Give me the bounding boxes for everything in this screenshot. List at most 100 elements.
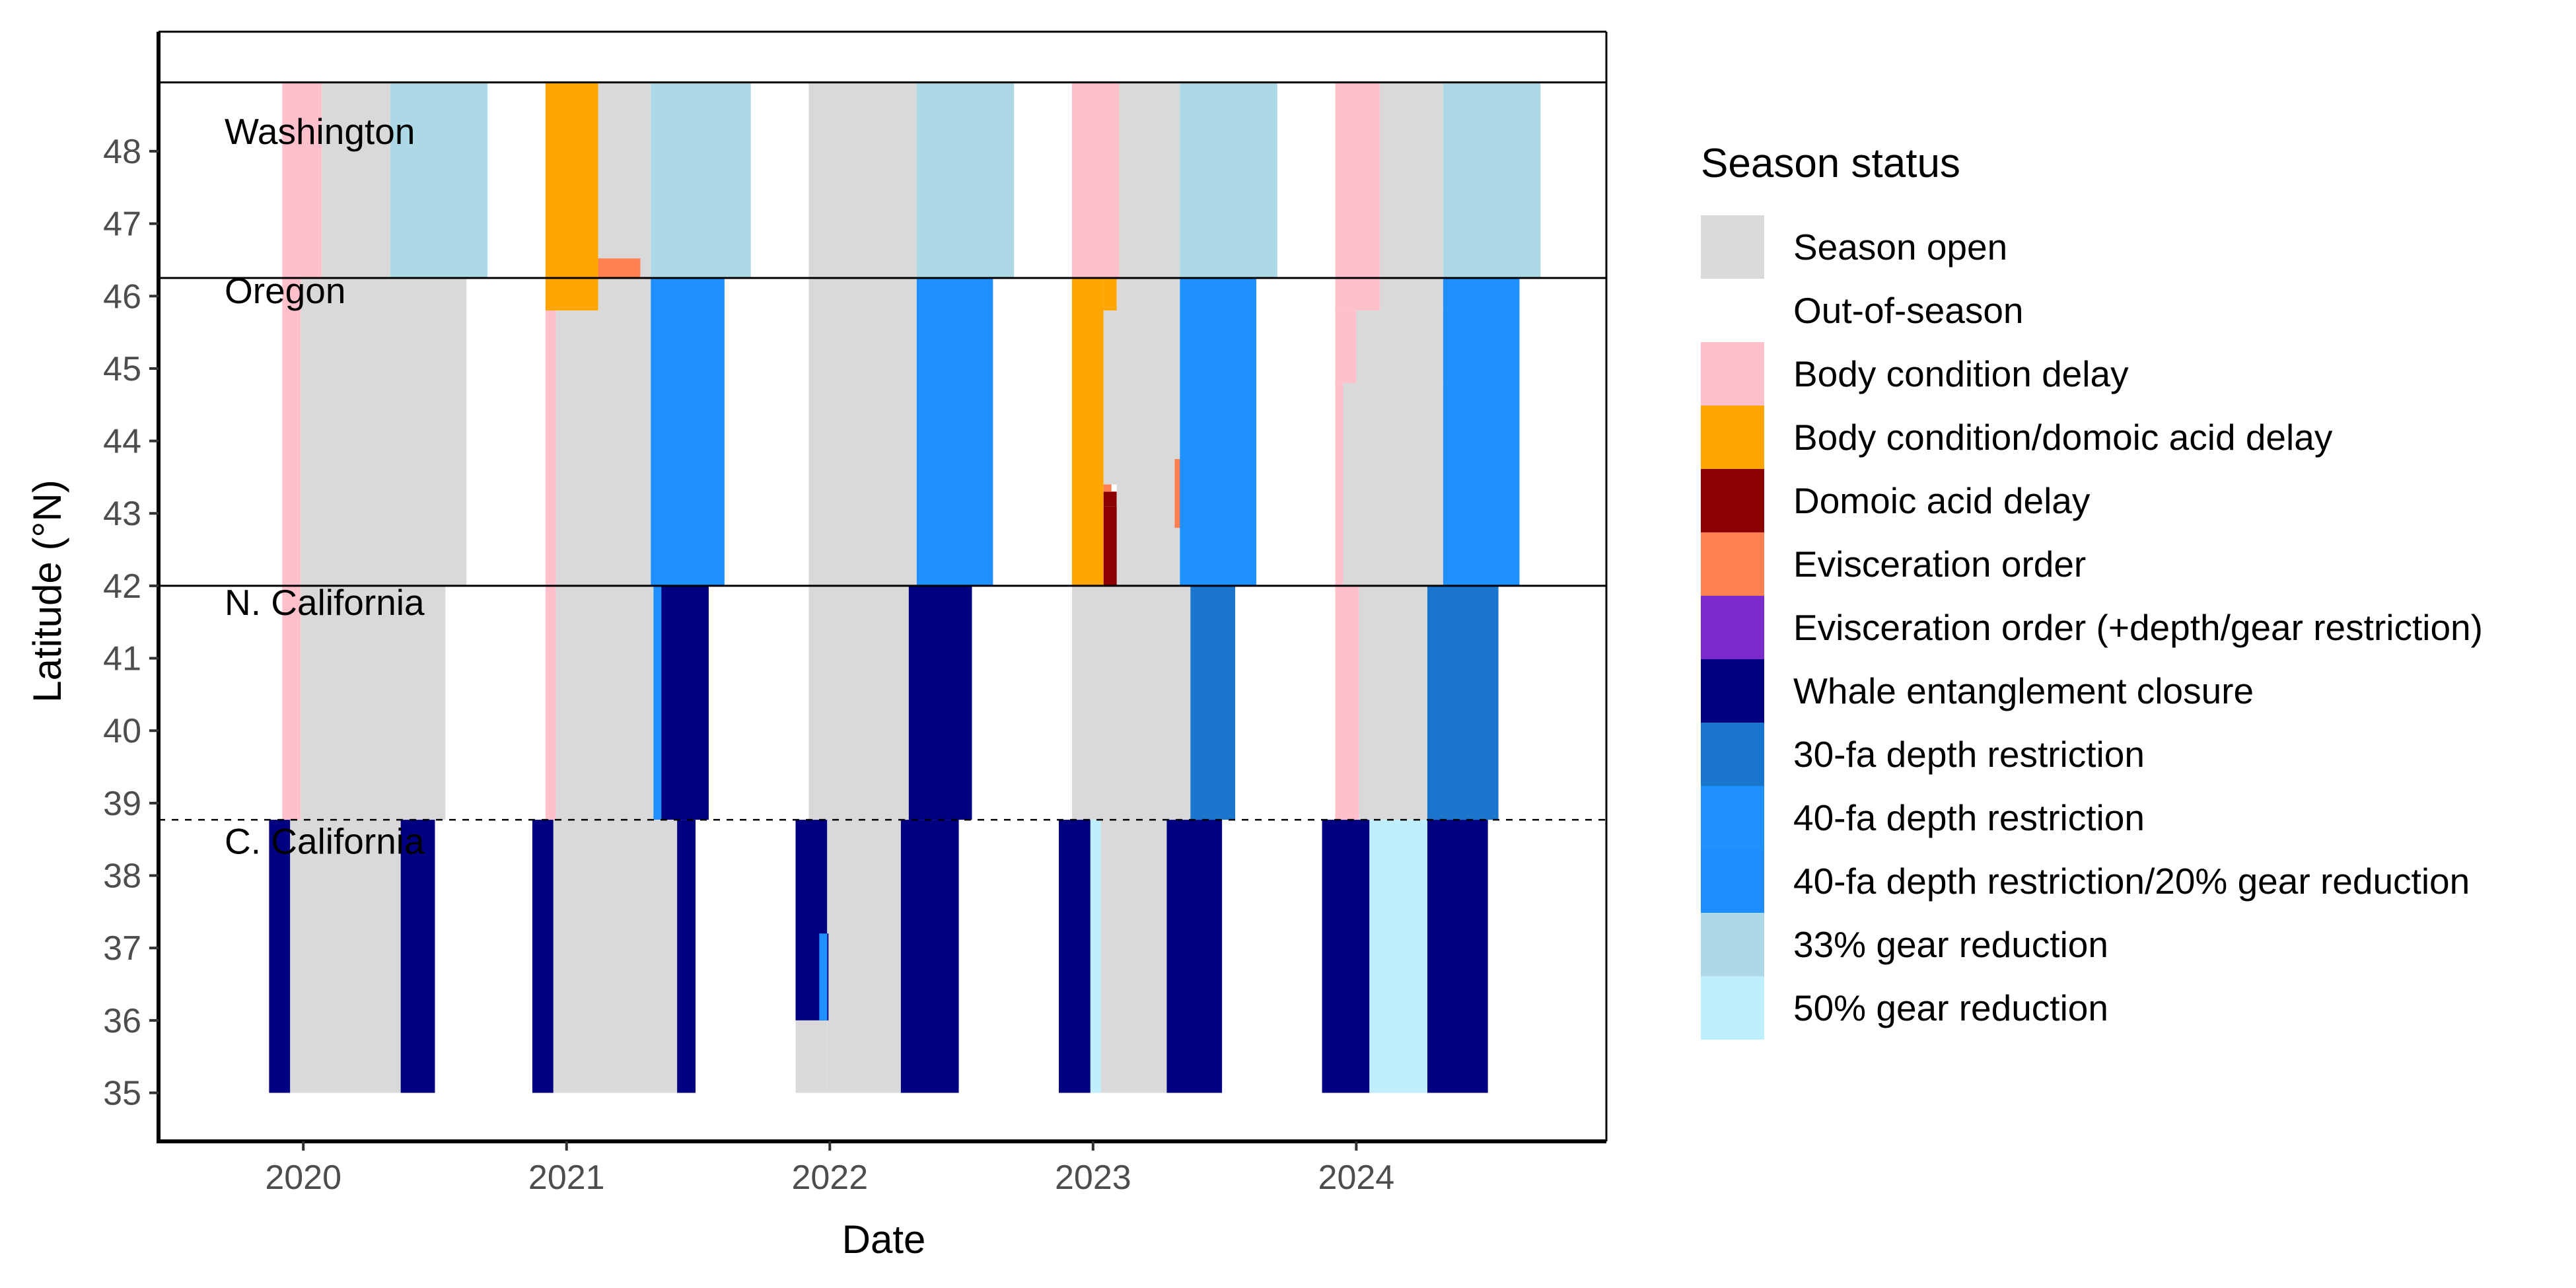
status-block-d30	[1190, 585, 1236, 820]
status-block-da	[1103, 491, 1117, 507]
status-block-g33	[916, 82, 1015, 278]
legend-label: 40-fa depth restriction/20% gear reducti…	[1793, 861, 2470, 902]
y-axis-ticks: 35 36 37 38 39 40 41 42 43 44 45 46 47 48	[103, 133, 159, 1113]
y-tick-label: 39	[103, 785, 141, 823]
status-block-open	[301, 585, 446, 820]
legend: Season status Season open Out-of-season Bo…	[1701, 141, 2483, 1040]
legend-key-da	[1701, 469, 1764, 532]
status-block-bcda	[545, 82, 598, 278]
status-block-d40	[916, 277, 993, 586]
status-block-g33	[651, 82, 751, 278]
status-block-d40	[1180, 277, 1256, 586]
status-block-whale	[532, 820, 554, 1093]
legend-key-out	[1701, 279, 1764, 342]
status-block-bcd	[1335, 310, 1357, 383]
status-block-bcd	[1335, 382, 1343, 586]
status-block-out	[229, 82, 283, 278]
status-blocks	[229, 82, 1541, 1093]
y-tick-label: 45	[103, 350, 141, 388]
status-block-open	[808, 585, 909, 820]
legend-label: Evisceration order	[1793, 544, 2086, 585]
legend-key-whale	[1701, 659, 1764, 723]
legend-key-g33	[1701, 913, 1764, 976]
y-tick-label: 40	[103, 712, 141, 750]
status-block-open	[1380, 277, 1443, 311]
status-block-whale	[269, 820, 291, 1093]
status-block-whale	[1166, 820, 1223, 1093]
status-block-bcda	[545, 277, 598, 311]
region-label: Oregon	[225, 270, 345, 311]
plot-frame	[157, 30, 1608, 1143]
y-tick-label: 37	[103, 929, 141, 968]
legend-key-evisc_plus	[1701, 596, 1764, 659]
region-label: Washington	[225, 111, 415, 152]
legend-label: Body condition/domoic acid delay	[1793, 417, 2333, 458]
x-axis-title: Date	[842, 1217, 926, 1262]
status-block-bcd	[1335, 82, 1380, 278]
status-block-open	[827, 820, 901, 1093]
status-block-open	[1100, 820, 1167, 1093]
legend-label: 33% gear reduction	[1793, 924, 2108, 965]
region-boundaries	[159, 81, 1606, 821]
status-block-bcd	[1335, 277, 1380, 311]
legend-key-d40	[1701, 786, 1764, 849]
status-block-bcda	[1071, 277, 1104, 586]
status-block-d40	[651, 277, 725, 586]
status-block-open	[598, 82, 651, 278]
status-block-bcd	[282, 585, 301, 820]
status-block-bcd	[1335, 585, 1359, 820]
y-tick-label: 38	[103, 857, 141, 896]
x-tick-label: 2022	[791, 1159, 868, 1197]
status-block-open	[795, 1020, 828, 1093]
y-tick-label: 48	[103, 133, 141, 171]
status-block-whale	[900, 820, 959, 1093]
status-block-open	[555, 585, 654, 820]
status-block-whale	[400, 820, 435, 1093]
x-tick-label: 2024	[1318, 1159, 1395, 1197]
x-tick-label: 2021	[528, 1159, 605, 1197]
region-labels: Washington Oregon N. California C. Californ…	[225, 111, 425, 862]
status-block-da	[1103, 506, 1117, 586]
status-block-whale	[827, 933, 829, 1020]
status-block-d30	[1427, 585, 1499, 820]
legend-key-d30	[1701, 723, 1764, 786]
status-block-open	[290, 820, 401, 1093]
legend-key-open	[1701, 215, 1764, 279]
legend-label: Whale entanglement closure	[1793, 670, 2254, 711]
status-block-bcd	[545, 585, 556, 820]
status-block-open	[1359, 585, 1427, 820]
status-block-open	[1380, 82, 1443, 278]
status-block-g33	[1443, 82, 1541, 278]
x-axis-ticks: 2020 2021 2022 2023 2024	[265, 1141, 1394, 1197]
y-tick-label: 36	[103, 1002, 141, 1040]
status-block-open	[1103, 310, 1180, 485]
y-tick-label: 46	[103, 277, 141, 316]
region-label: C. California	[225, 821, 425, 862]
legend-label: Body condition delay	[1793, 353, 2129, 394]
y-tick-label: 35	[103, 1075, 141, 1113]
status-block-open	[553, 820, 678, 1093]
legend-label: Domoic acid delay	[1793, 480, 2091, 521]
status-block-open	[1119, 82, 1180, 278]
status-block-open	[1343, 382, 1443, 586]
status-block-evisc	[1174, 459, 1180, 528]
status-block-whale	[1059, 820, 1091, 1093]
y-tick-label: 44	[103, 423, 141, 461]
status-block-open	[1356, 310, 1443, 383]
status-block-bcd	[1071, 82, 1120, 278]
legend-title: Season status	[1701, 141, 1960, 186]
status-block-open	[1071, 585, 1191, 820]
legend-key-d40g20	[1701, 849, 1764, 913]
y-tick-label: 43	[103, 495, 141, 533]
status-block-open	[322, 82, 390, 278]
y-tick-label: 42	[103, 567, 141, 606]
status-block-whale	[1322, 820, 1370, 1093]
status-block-open	[598, 277, 651, 311]
status-block-bcd	[545, 310, 556, 586]
status-block-bcd	[282, 82, 322, 278]
status-block-open	[555, 310, 651, 586]
legend-label: 50% gear reduction	[1793, 987, 2108, 1028]
legend-key-bcd	[1701, 342, 1764, 406]
status-block-d40	[1443, 277, 1520, 586]
status-block-open	[1116, 277, 1180, 311]
